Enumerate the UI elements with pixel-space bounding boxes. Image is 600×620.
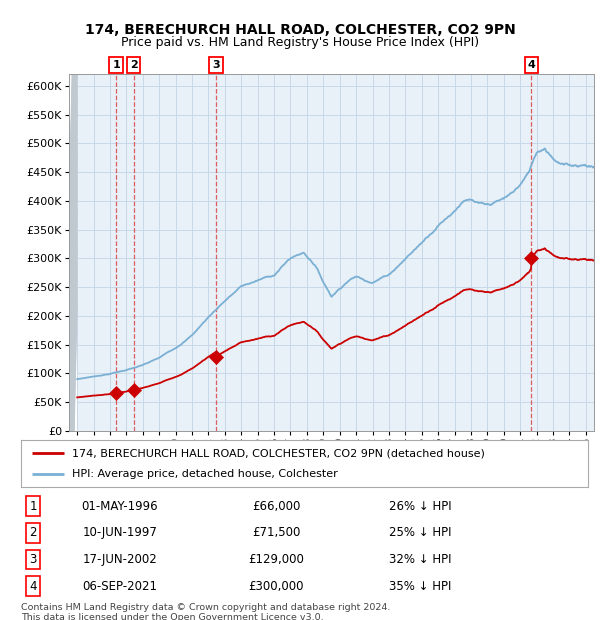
Text: £71,500: £71,500	[252, 526, 300, 539]
Text: 25% ↓ HPI: 25% ↓ HPI	[389, 526, 451, 539]
Text: 1: 1	[29, 500, 37, 513]
Text: 10-JUN-1997: 10-JUN-1997	[83, 526, 157, 539]
Text: 174, BERECHURCH HALL ROAD, COLCHESTER, CO2 9PN (detached house): 174, BERECHURCH HALL ROAD, COLCHESTER, C…	[72, 448, 485, 458]
Text: 06-SEP-2021: 06-SEP-2021	[83, 580, 157, 593]
Text: £66,000: £66,000	[252, 500, 300, 513]
Text: 35% ↓ HPI: 35% ↓ HPI	[389, 580, 451, 593]
Text: 17-JUN-2002: 17-JUN-2002	[83, 553, 157, 566]
Text: £129,000: £129,000	[248, 553, 304, 566]
Text: 2: 2	[130, 60, 137, 70]
Text: Contains HM Land Registry data © Crown copyright and database right 2024.
This d: Contains HM Land Registry data © Crown c…	[21, 603, 391, 620]
Text: £300,000: £300,000	[248, 580, 304, 593]
Text: HPI: Average price, detached house, Colchester: HPI: Average price, detached house, Colc…	[72, 469, 338, 479]
Text: Price paid vs. HM Land Registry's House Price Index (HPI): Price paid vs. HM Land Registry's House …	[121, 36, 479, 49]
Text: 01-MAY-1996: 01-MAY-1996	[82, 500, 158, 513]
Text: 4: 4	[527, 60, 535, 70]
Text: 3: 3	[212, 60, 220, 70]
Text: 4: 4	[29, 580, 37, 593]
Text: 1: 1	[112, 60, 120, 70]
Text: 2: 2	[29, 526, 37, 539]
Text: 26% ↓ HPI: 26% ↓ HPI	[389, 500, 451, 513]
Text: 3: 3	[29, 553, 37, 566]
Text: 174, BERECHURCH HALL ROAD, COLCHESTER, CO2 9PN: 174, BERECHURCH HALL ROAD, COLCHESTER, C…	[85, 23, 515, 37]
Bar	[69, 74, 77, 431]
Text: 32% ↓ HPI: 32% ↓ HPI	[389, 553, 451, 566]
